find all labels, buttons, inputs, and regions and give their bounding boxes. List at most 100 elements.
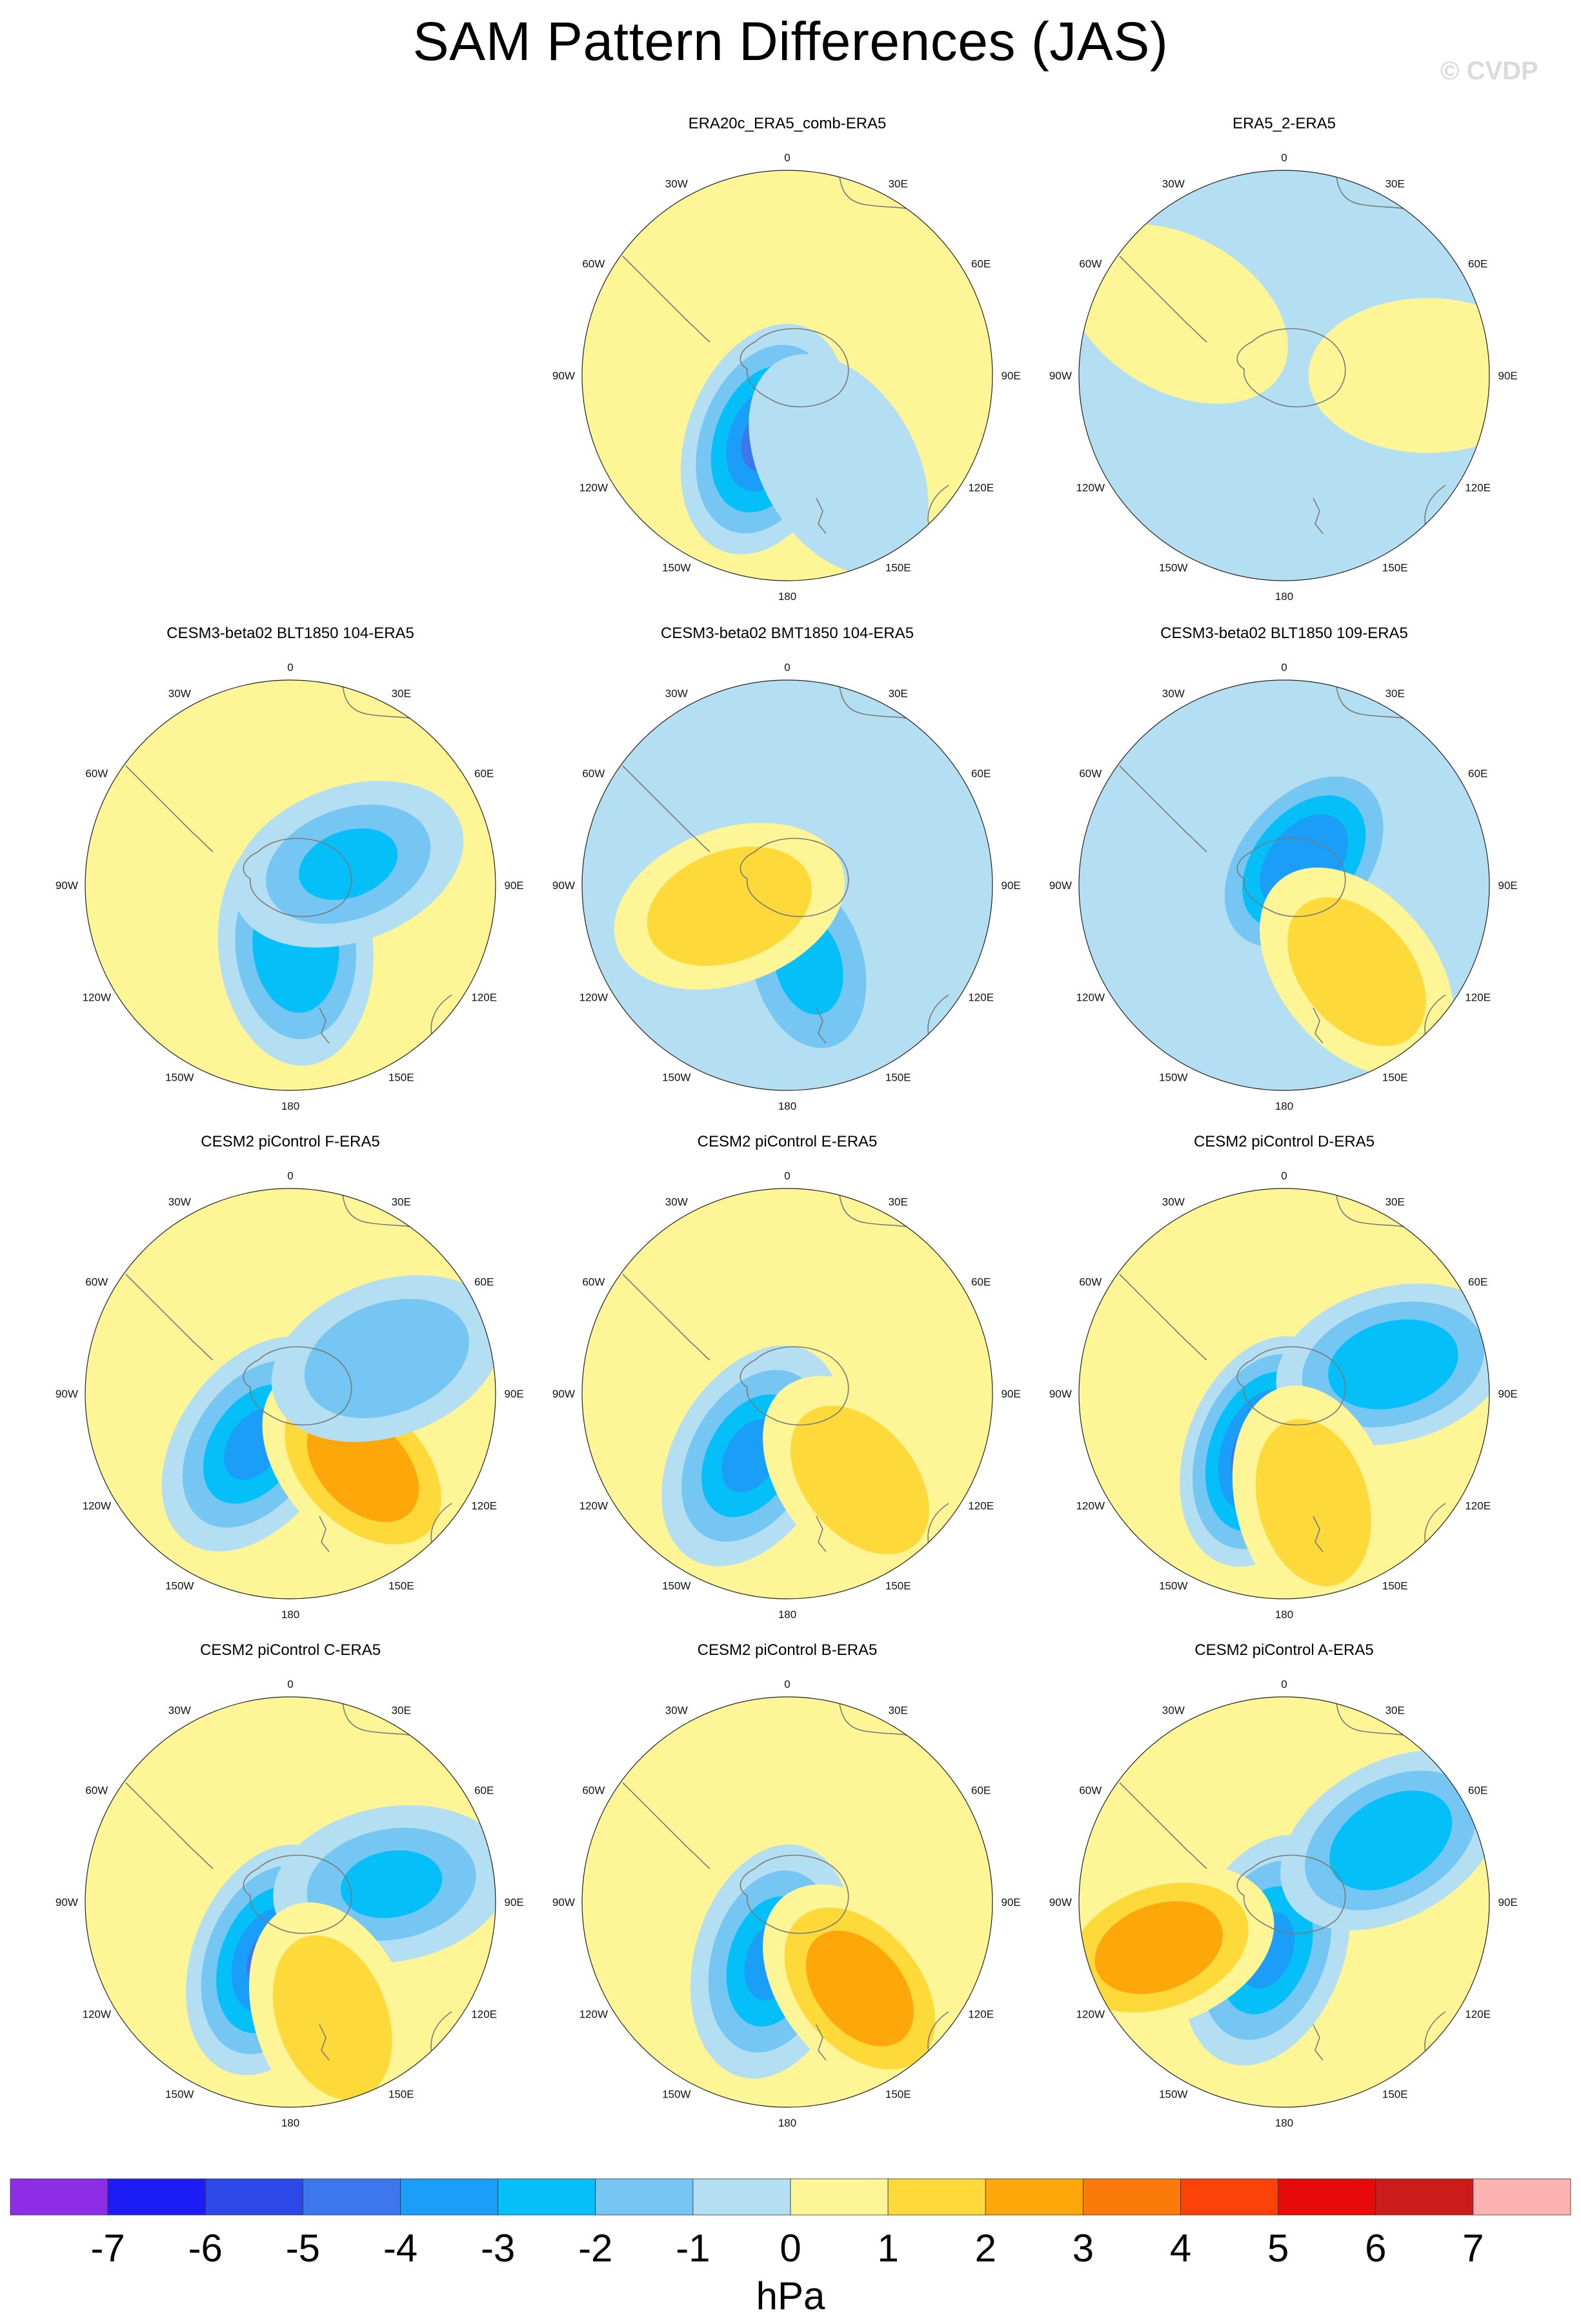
- longitude-label: 90E: [1498, 1388, 1517, 1400]
- longitude-label: 150E: [885, 2088, 911, 2100]
- longitude-label: 120W: [83, 2008, 111, 2020]
- longitude-label: 120E: [1465, 1499, 1491, 1512]
- antarctica-outline: [1236, 1346, 1346, 1426]
- longitude-label: 120E: [471, 1499, 497, 1512]
- longitude-label: 0: [784, 1678, 790, 1690]
- longitude-label: 180: [1275, 590, 1293, 603]
- anomaly-contour: [340, 1850, 443, 1918]
- longitude-label: 60E: [971, 768, 991, 780]
- longitude-label: 0: [287, 1170, 293, 1182]
- polar-map: 0 180 90W 90E 30W 60W 30E 60E 120W 150W 120E 150E: [552, 1170, 1021, 1621]
- panel-title: CESM2 piControl D-ERA5: [1193, 1133, 1375, 1150]
- longitude-label: 30E: [1385, 178, 1405, 190]
- longitude-label: 60W: [582, 1785, 605, 1797]
- longitude-label: 30E: [889, 688, 908, 700]
- longitude-label: 60E: [474, 1785, 494, 1797]
- map-panel: ERA5_2-ERA5 0 180 90W 90E 30W 60W 30E 60E 120W 15…: [1049, 115, 1518, 618]
- longitude-label: 60W: [582, 768, 605, 780]
- longitude-label: 30E: [392, 1196, 411, 1208]
- longitude-label: 30E: [889, 178, 908, 190]
- longitude-label: 120E: [968, 2008, 994, 2020]
- anomaly-contour: [1255, 1419, 1371, 1587]
- longitude-label: 150W: [1159, 1071, 1187, 1083]
- antarctica-outline: [740, 837, 849, 917]
- longitude-label: 90E: [1001, 1388, 1020, 1400]
- new-zealand-outline: [319, 1007, 330, 1044]
- longitude-label: 180: [281, 1100, 299, 1112]
- longitude-label: 120W: [579, 991, 608, 1003]
- antarctica-outline: [1236, 1854, 1346, 1934]
- longitude-label: 0: [1281, 152, 1287, 164]
- longitude-label: 150E: [1382, 1579, 1408, 1592]
- longitude-label: 120E: [968, 991, 994, 1003]
- longitude-label: 120W: [1076, 1499, 1105, 1512]
- colorbar-swatch: [887, 2178, 986, 2216]
- longitude-label: 90W: [1049, 1388, 1072, 1400]
- longitude-label: 120E: [1465, 991, 1491, 1003]
- longitude-label: 30W: [665, 1705, 688, 1717]
- longitude-label: 150E: [388, 1071, 414, 1083]
- longitude-label: 90E: [1001, 879, 1020, 892]
- longitude-label: 60W: [1079, 768, 1102, 780]
- colorbar-swatch: [692, 2178, 791, 2216]
- longitude-label: 180: [778, 2117, 796, 2129]
- anomaly-contour: [1329, 1790, 1453, 1890]
- longitude-label: 120W: [1076, 991, 1105, 1003]
- south-america-outline: [622, 765, 710, 852]
- africa-outline: [1335, 170, 1407, 210]
- longitude-label: 60E: [474, 768, 494, 780]
- longitude-label: 0: [784, 661, 790, 674]
- anomaly-contour: [805, 1930, 914, 2047]
- panel-title: CESM2 piControl C-ERA5: [199, 1641, 381, 1659]
- longitude-label: 90E: [1001, 1896, 1020, 1908]
- antarctica-outline: [740, 1346, 849, 1426]
- longitude-label: 120W: [1076, 481, 1105, 494]
- longitude-label: 60E: [971, 258, 991, 270]
- cvdp-watermark: © CVDP: [1440, 57, 1538, 85]
- longitude-label: 150E: [388, 2088, 414, 2100]
- polar-map: 0 180 90W 90E 30W 60W 30E 60E 120W 150W 120E 150E: [1049, 152, 1518, 603]
- map-border: [581, 170, 993, 581]
- map-border: [1078, 1696, 1490, 2108]
- map-panel: CESM3-beta02 BLT1850 109-ERA5 0 180 90W 90E…: [1049, 625, 1518, 1128]
- longitude-label: 60W: [85, 1785, 108, 1797]
- africa-outline: [1335, 1188, 1407, 1228]
- polar-map: 0 180 90W 90E 30W 60W 30E 60E 120W 150W 120E 150E: [55, 1678, 524, 2129]
- longitude-label: 90W: [1049, 879, 1072, 892]
- south-america-outline: [1119, 255, 1207, 343]
- polar-map: 0 180 90W 90E 30W 60W 30E 60E 120W 150W 120E 150E: [1049, 1678, 1518, 2129]
- colorbar-tick-label: -2: [578, 2227, 613, 2270]
- longitude-label: 90W: [55, 1896, 78, 1908]
- colorbar-swatch: [205, 2178, 303, 2216]
- south-america-outline: [1119, 765, 1207, 852]
- longitude-label: 60W: [582, 258, 605, 270]
- colorbar-tick-label: 2: [974, 2227, 996, 2270]
- polar-map: 0 180 90W 90E 30W 60W 30E 60E 120W 150W 120E 150E: [552, 1678, 1021, 2129]
- panel-title: ERA20c_ERA5_comb-ERA5: [688, 115, 887, 132]
- map-panel: CESM2 piControl F-ERA5 0 180 90W 90E 30W 60W 3…: [55, 1133, 524, 1636]
- colorbar-units: hPa: [756, 2274, 825, 2318]
- panel-title: CESM2 piControl F-ERA5: [201, 1133, 380, 1150]
- south-america-outline: [622, 1274, 710, 1361]
- colorbar-swatch: [498, 2178, 596, 2216]
- colorbar-tick-label: 3: [1072, 2227, 1094, 2270]
- longitude-label: 150E: [388, 1579, 414, 1592]
- anomaly-contour: [272, 1935, 392, 2100]
- longitude-label: 30W: [168, 1196, 191, 1208]
- longitude-label: 180: [1275, 1608, 1293, 1621]
- colorbar-swatch: [107, 2178, 206, 2216]
- longitude-label: 90E: [1498, 370, 1517, 382]
- longitude-label: 30E: [1385, 1705, 1405, 1717]
- longitude-label: 90W: [552, 370, 575, 382]
- longitude-label: 120E: [1465, 481, 1491, 494]
- longitude-label: 60E: [971, 1276, 991, 1288]
- longitude-label: 60W: [1079, 1276, 1102, 1288]
- south-america-outline: [1119, 1274, 1207, 1361]
- antarctica-outline: [1236, 328, 1346, 408]
- colorbar-tick-label: -4: [383, 2227, 418, 2270]
- map-border: [581, 1188, 993, 1599]
- longitude-label: 0: [287, 661, 293, 674]
- longitude-label: 180: [778, 1608, 796, 1621]
- south-america-outline: [622, 1782, 710, 1869]
- longitude-label: 150W: [662, 1579, 690, 1592]
